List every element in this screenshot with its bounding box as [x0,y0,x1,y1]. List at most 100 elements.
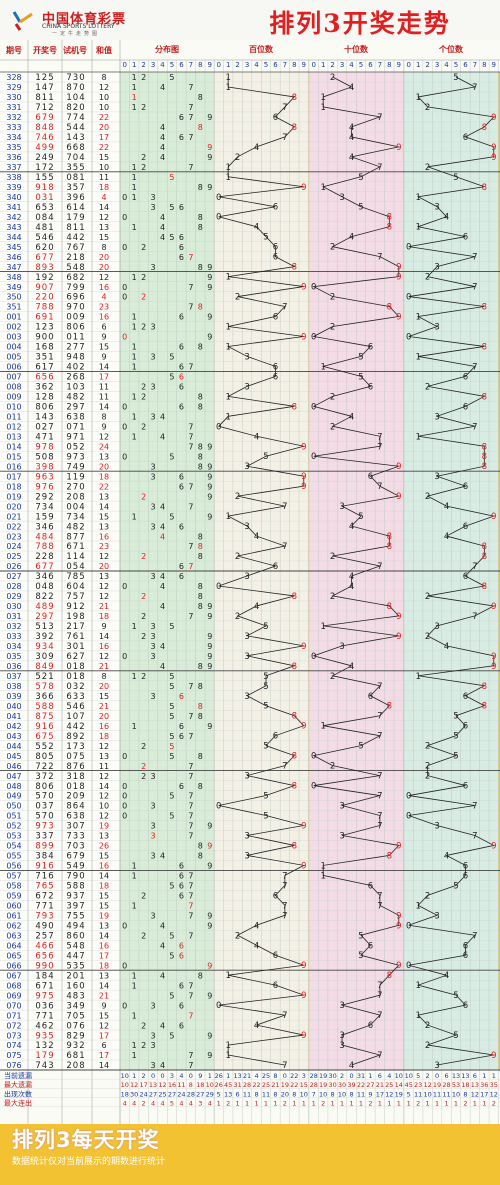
digit-header: 0 [406,61,410,69]
period-cell: 059 [6,892,21,901]
dist-mark: 9 [207,652,212,661]
period-cell: 329 [6,83,21,92]
trial-cell: 004 [66,502,85,512]
period-cell: 035 [6,652,21,661]
trend-point-h: 9 [301,442,306,452]
period-cell: 009 [6,393,21,402]
stats-cell-ones: 11 [433,1090,441,1098]
trend-point-h: 3 [244,831,249,841]
dist-mark: 4 [160,852,165,861]
trend-point-o: 4 [444,971,449,981]
dist-mark: 7 [188,882,193,891]
trend-point-o: 3 [434,322,439,332]
trend-point-o: 6 [463,722,468,732]
sum-cell: 26 [99,842,109,851]
trend-point-h: 3 [244,352,249,362]
stats-cell-dist: 4 [189,1100,193,1108]
dist-mark: 9 [207,492,212,501]
trend-point-h: 9 [301,861,306,871]
trend-point-t: 3 [339,1001,344,1011]
dist-mark: 5 [169,373,174,382]
dist-mark: 1 [132,193,137,202]
draw-cell: 249 [35,153,54,163]
dist-mark: 9 [207,263,212,272]
digit-header: 4 [349,61,354,69]
draw-cell: 765 [35,882,54,892]
logo-en: CHINA SPORTS LOTTERY [42,23,115,30]
trend-point-h: 4 [254,432,259,442]
dist-mark: 6 [179,522,184,531]
dist-mark: 2 [141,772,146,781]
stats-cell-hundreds: 8 [273,1072,277,1080]
dist-mark: 3 [151,832,156,841]
sum-cell: 20 [99,263,109,272]
draw-cell: 513 [35,622,54,632]
trial-cell: 829 [66,1031,85,1041]
draw-cell: 973 [35,822,54,832]
draw-cell: 900 [35,333,54,343]
trend-point-o: 6 [463,1001,468,1011]
dist-mark: 7 [188,792,193,801]
dist-mark: 5 [169,203,174,212]
sum-cell: 14 [99,872,109,881]
dist-mark: 7 [188,113,193,122]
period-cell: 045 [6,752,21,761]
stats-cell-tens: 1 [378,1100,382,1108]
period-cell: 349 [6,283,21,292]
stats-cell-dist: 25 [158,1090,166,1098]
digit-header: 2 [235,61,239,69]
stats-cell-ones: 2 [463,1100,467,1108]
trend-point-o: 9 [491,841,496,851]
trial-cell: 018 [66,662,85,672]
dist-mark: 2 [141,492,146,501]
trial-cell: 548 [66,263,85,273]
dist-mark: 9 [207,113,212,122]
sum-cell: 13 [99,971,109,980]
dist-mark: 2 [141,552,146,561]
draw-cell: 975 [35,991,54,1001]
period-cell: 034 [6,642,21,651]
draw-cell: 907 [35,283,54,293]
trend-point-t: 1 [320,722,325,732]
trend-point-t: 6 [368,342,373,352]
trial-cell: 668 [66,143,85,153]
period-cell: 069 [6,991,21,1000]
digit-header: 3 [435,61,439,69]
dist-mark: 4 [160,123,165,132]
section-title-t: 十位数 [344,44,369,54]
period-cell: 033 [6,632,21,641]
trend-point-o: 6 [463,871,468,881]
stats-cell-dist: 3 [170,1072,174,1080]
stats-cell-dist: 1 [132,1072,136,1080]
dist-mark: 9 [207,273,212,282]
sum-cell: 11 [99,393,109,402]
draw-cell: 309 [35,652,54,662]
draw-cell: 653 [35,203,54,213]
dist-mark: 1 [132,872,137,881]
sum-cell: 17 [99,1051,109,1060]
trend-point-t: 3 [339,831,344,841]
sum-cell: 17 [99,1031,109,1040]
trend-point-t: 8 [387,213,392,223]
trend-point-h: 6 [273,253,278,263]
stats-cell-dist: 18 [196,1081,204,1089]
stats-cell-hundreds: 10 [300,1090,308,1098]
stats-cell-dist: 30 [130,1090,138,1098]
stats-label: 出现次数 [4,1089,32,1098]
dist-mark: 2 [141,1021,146,1030]
stats-cell-tens: 17 [376,1090,384,1098]
period-cell: 018 [6,482,21,491]
trend-point-h: 8 [292,592,297,602]
trial-cell: 179 [66,213,85,223]
draw-cell: 746 [35,133,54,143]
stats-cell-tens: 1 [397,1100,401,1108]
trial-cell: 604 [66,582,85,592]
period-cell: 041 [6,712,21,721]
dist-mark: 2 [141,273,146,282]
sum-cell: 24 [99,442,109,451]
trend-point-o: 6 [463,692,468,702]
trend-point-t: 3 [339,502,344,512]
sum-cell: 8 [101,243,106,252]
draw-cell: 172 [35,163,54,173]
dist-mark: 8 [198,602,203,611]
